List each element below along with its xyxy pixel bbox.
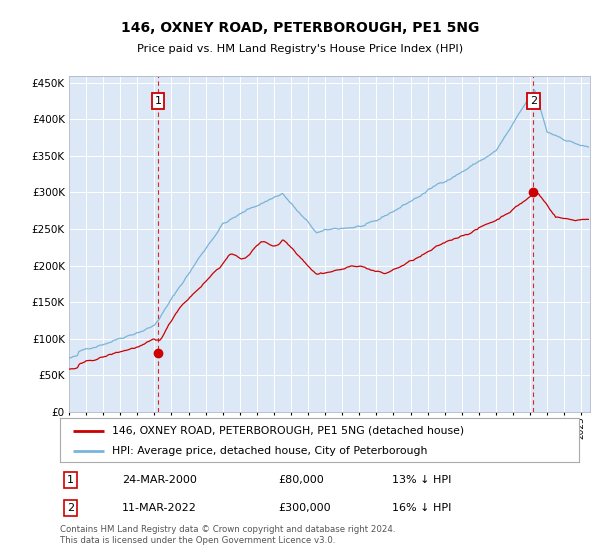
- Text: 1: 1: [155, 96, 161, 106]
- Text: 11-MAR-2022: 11-MAR-2022: [122, 503, 197, 513]
- Text: 16% ↓ HPI: 16% ↓ HPI: [392, 503, 452, 513]
- Text: 2: 2: [530, 96, 537, 106]
- Text: Contains HM Land Registry data © Crown copyright and database right 2024.
This d: Contains HM Land Registry data © Crown c…: [60, 525, 395, 545]
- Text: 146, OXNEY ROAD, PETERBOROUGH, PE1 5NG: 146, OXNEY ROAD, PETERBOROUGH, PE1 5NG: [121, 21, 479, 35]
- Text: 146, OXNEY ROAD, PETERBOROUGH, PE1 5NG (detached house): 146, OXNEY ROAD, PETERBOROUGH, PE1 5NG (…: [112, 426, 464, 436]
- Text: 2: 2: [67, 503, 74, 513]
- Text: £300,000: £300,000: [278, 503, 331, 513]
- Text: 24-MAR-2000: 24-MAR-2000: [122, 475, 197, 485]
- Text: Price paid vs. HM Land Registry's House Price Index (HPI): Price paid vs. HM Land Registry's House …: [137, 44, 463, 54]
- Text: £80,000: £80,000: [278, 475, 324, 485]
- Text: 1: 1: [67, 475, 74, 485]
- Text: 13% ↓ HPI: 13% ↓ HPI: [392, 475, 452, 485]
- Text: HPI: Average price, detached house, City of Peterborough: HPI: Average price, detached house, City…: [112, 446, 427, 456]
